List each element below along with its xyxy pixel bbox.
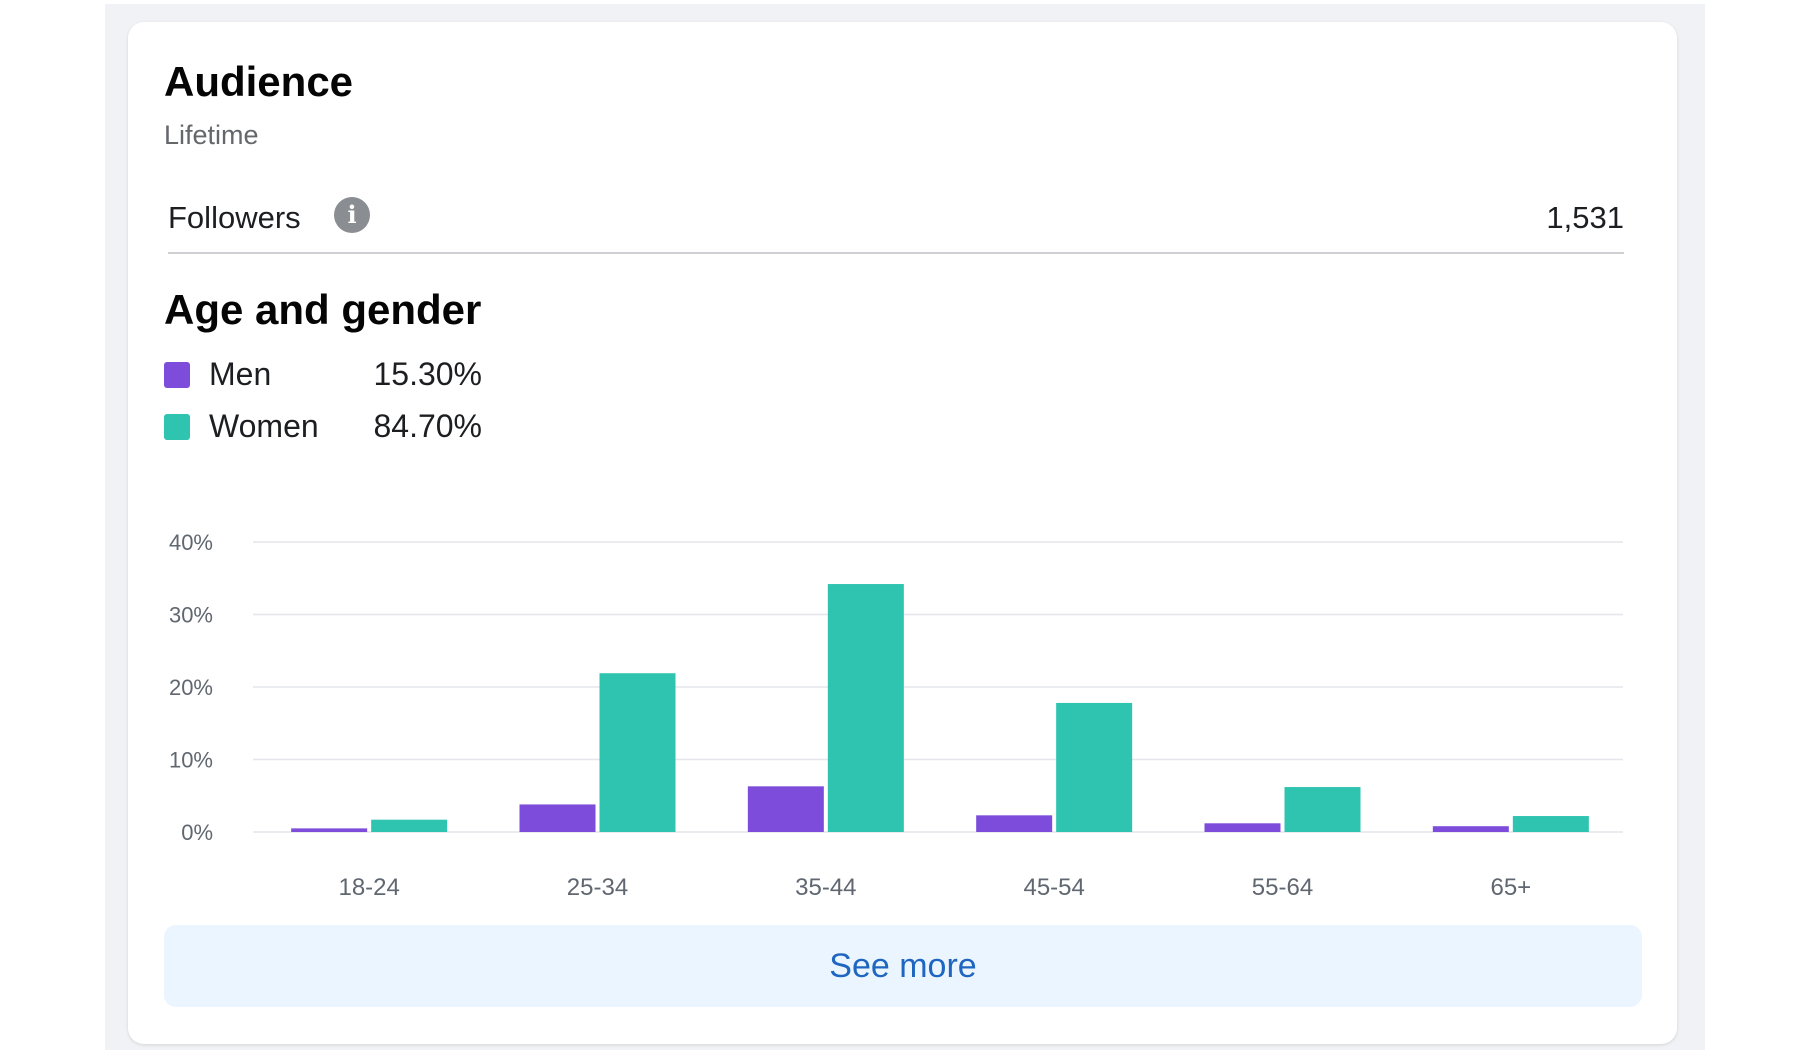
bar-men-25-34 xyxy=(519,804,596,832)
legend-swatch-men xyxy=(164,362,190,388)
bar-men-65+ xyxy=(1432,826,1509,832)
y-tick-label: 30% xyxy=(169,603,213,628)
bar-men-55-64 xyxy=(1204,823,1281,832)
card-title: Audience xyxy=(164,58,354,105)
legend-swatch-women xyxy=(164,414,190,440)
audience-card: Audience Lifetime Followers i 1,531 Age … xyxy=(128,22,1677,1044)
bar-women-45-54 xyxy=(1056,702,1133,832)
legend-value-men: 15.30% xyxy=(373,356,482,392)
y-tick-label: 10% xyxy=(169,748,213,773)
see-more-button[interactable]: See more xyxy=(164,925,1642,1007)
bar-women-18-24 xyxy=(371,819,448,832)
followers-label: Followers xyxy=(168,200,301,235)
x-tick-label: 35-44 xyxy=(795,874,856,901)
x-tick-label: 25-34 xyxy=(567,874,628,901)
legend-label-men: Men xyxy=(209,356,272,392)
legend-value-women: 84.70% xyxy=(373,408,482,444)
info-icon[interactable]: i xyxy=(334,197,370,233)
y-tick-label: 0% xyxy=(181,820,213,845)
y-tick-label: 40% xyxy=(169,530,213,555)
y-tick-label: 20% xyxy=(169,675,213,700)
bar-women-65+ xyxy=(1512,816,1589,832)
bar-men-35-44 xyxy=(747,786,824,832)
age-gender-title: Age and gender xyxy=(164,286,482,333)
x-tick-label: 65+ xyxy=(1490,874,1531,901)
card-subtitle: Lifetime xyxy=(164,120,259,150)
bar-men-18-24 xyxy=(291,828,368,832)
age-gender-bar-chart: 0% 10% 20% 30% 40% 18-24 25-34 35-44 45-54 55-64 6… xyxy=(169,530,1623,901)
bar-women-35-44 xyxy=(827,584,904,832)
followers-row: Followers i 1,531 xyxy=(168,197,1624,254)
followers-count: 1,531 xyxy=(1546,200,1624,235)
bar-women-25-34 xyxy=(599,673,676,832)
legend-label-women: Women xyxy=(209,408,319,444)
x-tick-label: 18-24 xyxy=(338,874,399,901)
x-tick-label: 45-54 xyxy=(1023,874,1084,901)
bar-women-55-64 xyxy=(1284,787,1361,832)
bar-men-45-54 xyxy=(976,815,1053,832)
x-tick-label: 55-64 xyxy=(1252,874,1313,901)
